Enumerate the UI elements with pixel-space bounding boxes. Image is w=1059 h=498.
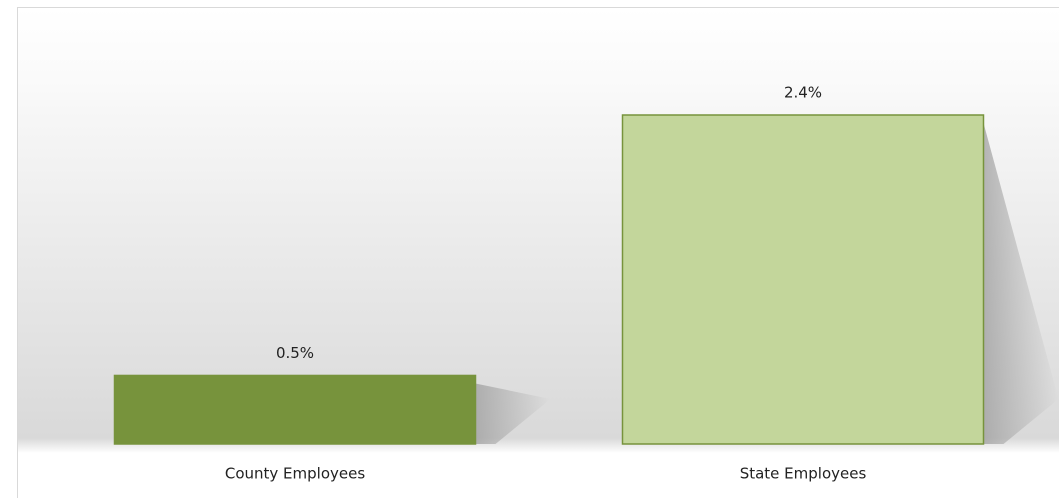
value-label: 0.5%	[276, 344, 314, 362]
x-tick-label: County Employees	[225, 465, 365, 483]
bar-shadow	[983, 123, 1059, 444]
bar	[113, 374, 477, 445]
value-label: 2.4%	[784, 84, 822, 102]
x-tick-label: State Employees	[740, 465, 867, 483]
bar	[621, 114, 985, 445]
bar-shadow	[475, 383, 551, 444]
